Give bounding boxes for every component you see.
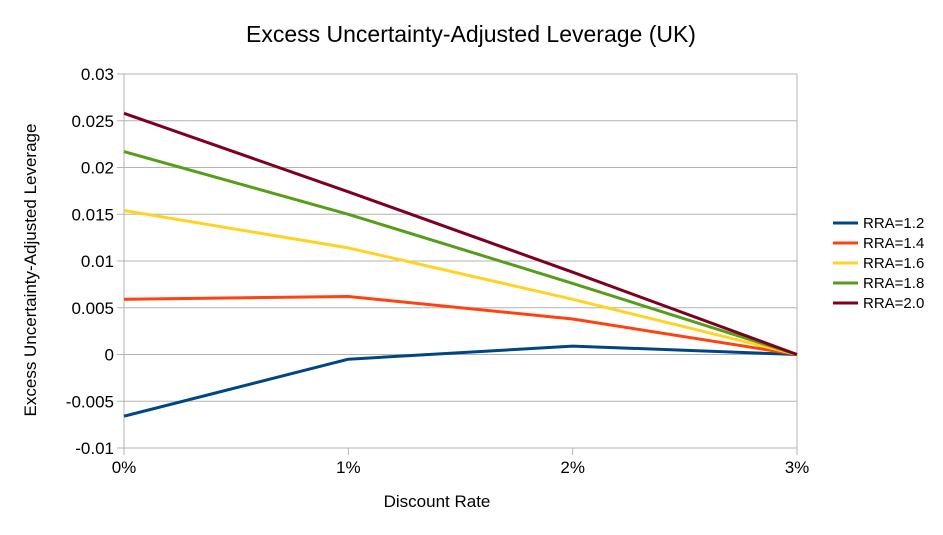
x-tick-label: 0% — [112, 458, 137, 477]
y-axis-title: Excess Uncertainty-Adjusted Leverage — [21, 124, 40, 417]
series-line-rra-1-4 — [123, 295, 798, 356]
series-line-rra-1-8 — [123, 150, 798, 356]
y-tick-label: -0.005 — [66, 392, 114, 411]
y-tick-label: 0.03 — [81, 65, 114, 84]
y-tick-label: 0.02 — [81, 159, 114, 178]
legend-label: RRA=1.4 — [863, 235, 924, 252]
y-tick-label: 0.01 — [81, 252, 114, 271]
y-tick-label: 0.015 — [71, 205, 114, 224]
y-tick-label: 0 — [105, 346, 114, 365]
series-line-rra-2-0 — [123, 111, 798, 356]
chart-title: Excess Uncertainty-Adjusted Leverage (UK… — [246, 21, 696, 47]
x-axis-ticks: 0% 1% 2% 3% — [112, 448, 810, 477]
x-tick-label: 3% — [785, 458, 810, 477]
legend-label: RRA=1.8 — [863, 275, 924, 292]
y-axis-ticks: -0.01 -0.005 0 0.005 0.01 0.015 0.02 0.025 0.03 — [66, 65, 114, 458]
legend-label: RRA=1.6 — [863, 255, 924, 272]
grid — [117, 73, 798, 449]
y-tick-label: -0.01 — [75, 439, 114, 458]
series-line-rra-1-2 — [123, 344, 798, 418]
y-tick-label: 0.005 — [71, 299, 114, 318]
series-lines — [123, 111, 798, 418]
legend-label: RRA=1.2 — [863, 215, 924, 232]
x-axis-title: Discount Rate — [384, 492, 491, 511]
y-tick-label: 0.025 — [71, 112, 114, 131]
x-tick-label: 1% — [336, 458, 361, 477]
x-tick-label: 2% — [560, 458, 585, 477]
legend-label: RRA=2.0 — [863, 295, 924, 312]
series-line-rra-1-6 — [123, 209, 798, 356]
legend: RRA=1.2 RRA=1.4 RRA=1.6 RRA=1.8 RRA=2.0 — [833, 215, 924, 312]
